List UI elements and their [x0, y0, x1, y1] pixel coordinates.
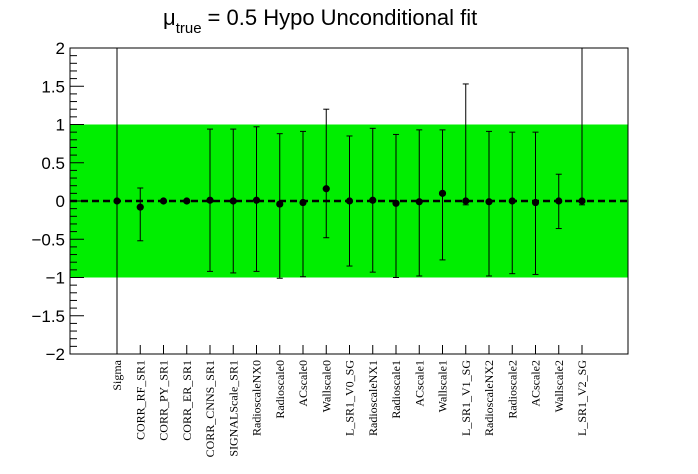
category-label: RadioscaleNX0: [250, 360, 264, 436]
svg-text:μtrue= 0.5 Hypo Unconditional: μtrue = 0.5 Hypo Unconditional fit: [163, 5, 477, 37]
category-label: L_SR1_V1_SG: [459, 360, 473, 436]
y-tick-label: −0.5: [31, 230, 65, 249]
category-label: ACscale2: [529, 360, 543, 407]
data-point: [299, 198, 307, 207]
category-label: Radioscale2: [505, 360, 519, 419]
y-tick-label: −1: [46, 269, 65, 288]
data-point: [531, 198, 540, 207]
y-tick-label: 0.5: [41, 154, 65, 173]
data-point: [392, 199, 400, 207]
data-point: [345, 197, 354, 205]
category-label: CORR_CNNS_SR1: [203, 360, 217, 457]
y-tick-label: 1: [56, 116, 65, 135]
data-point: [555, 197, 563, 205]
y-tick-label: 0: [56, 192, 65, 211]
category-label: L_SR1_V2_SG: [575, 360, 589, 436]
data-point: [252, 196, 261, 204]
data-point: [113, 197, 121, 205]
data-point: [508, 197, 516, 205]
data-point: [206, 196, 214, 204]
category-label: CORR_PY_SR1: [157, 360, 171, 441]
data-point: [485, 198, 493, 206]
data-point: [159, 197, 168, 205]
title-text: = 0.5 Hypo Unconditional fit: [208, 5, 478, 30]
category-label: Wallscale1: [436, 360, 450, 412]
data-point: [415, 198, 423, 206]
data-point: [229, 197, 237, 205]
category-label: Radioscale1: [389, 360, 403, 419]
data-point: [322, 185, 330, 193]
category-label: RadioscaleNX1: [366, 360, 380, 436]
data-point: [136, 203, 144, 211]
data-point: [438, 189, 447, 197]
data-point: [183, 197, 191, 205]
data-point: [578, 197, 586, 205]
title-subscript: true: [176, 20, 202, 37]
category-label: SIGNALScale_SR1: [226, 360, 240, 457]
category-label: Radioscale0: [273, 360, 287, 419]
category-label: RadioscaleNX2: [482, 360, 496, 436]
category-label: CORR_RF_SR1: [133, 360, 147, 440]
data-point: [462, 197, 470, 205]
y-tick-label: −1.5: [31, 307, 65, 326]
data-point: [276, 200, 284, 208]
category-label: Wallscale0: [319, 360, 333, 412]
category-label: L_SR1_V0_SG: [343, 360, 357, 436]
plot-area: 2 1.5 1 0.5 0 −0.5 −1 −1.5 −2 Sigma CORR_RF_SR1 COR…: [31, 39, 629, 457]
y-tick-label: −2: [46, 345, 65, 364]
title: μtrue = 0.5 Hypo Unconditional fit: [163, 5, 477, 37]
category-label: Wallscale2: [552, 360, 566, 412]
category-label: ACscale1: [412, 360, 426, 407]
category-label: CORR_ER_SR1: [180, 360, 194, 441]
title-symbol: μ: [163, 5, 176, 30]
category-label: ACscale0: [296, 360, 310, 407]
y-tick-label: 2: [56, 39, 65, 58]
category-label: Sigma: [110, 359, 124, 390]
data-point: [369, 196, 377, 204]
y-tick-label: 1.5: [41, 77, 65, 96]
